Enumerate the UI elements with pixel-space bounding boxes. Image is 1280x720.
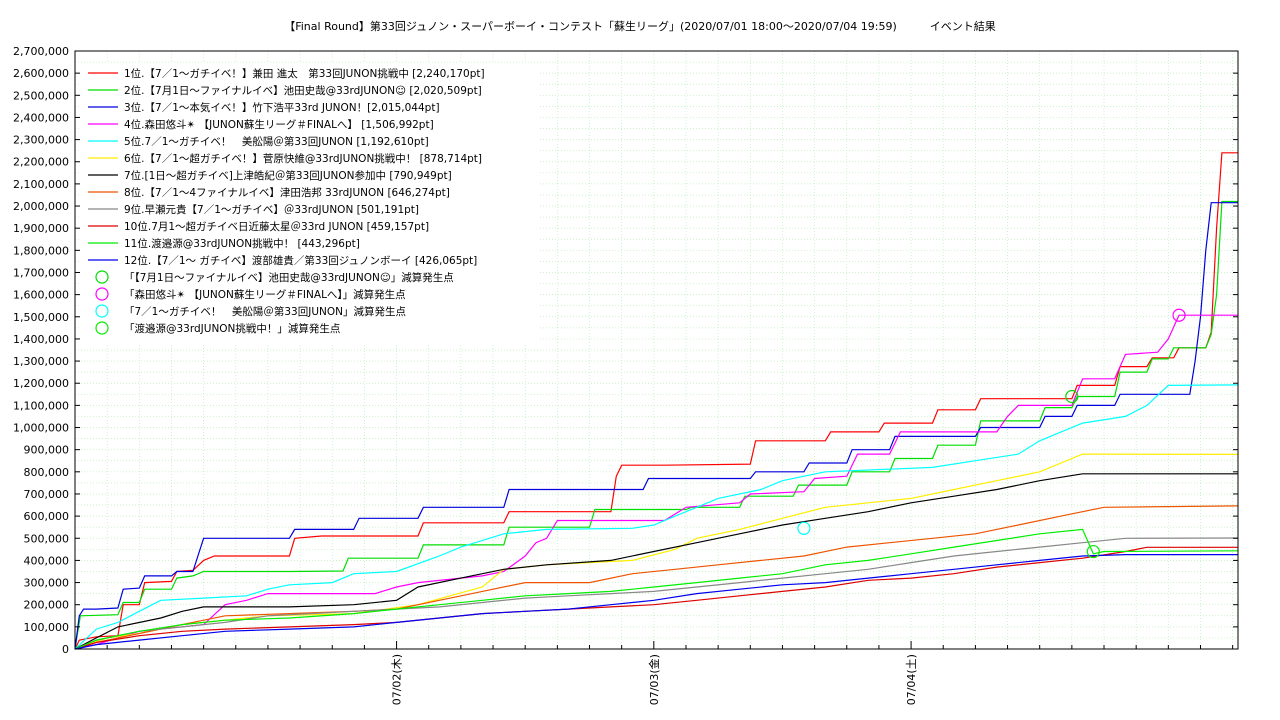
legend-marker-entry-2: 「森田悠斗✴︎ 【JUNON蘇生リーグ＃FINALへ】」減算発生点	[124, 288, 406, 301]
series-lines	[74, 152, 1239, 650]
legend-entry-5: 5位.7／1〜ガチイベ！ 美舩陽＠第33回JUNON [1,192,610pt]	[124, 135, 429, 148]
legend-entry-3: 3位.【7／1〜本気イベ！】竹下浩平33rd JUNON！[2,015,044p…	[124, 101, 440, 114]
series-line-8	[74, 505, 1239, 650]
legend-entry-9: 9位.早瀬元貴【7／1〜ガチイベ】＠33rdJUNON [501,191pt]	[124, 203, 419, 216]
x-tick-label: 07/03(金)	[647, 654, 661, 705]
y-tick-label: 500,000	[24, 532, 70, 545]
legend-entry-1: 1位.【7／1〜ガチイベ！】兼田 進太 第33回JUNON挑戦中 [2,240,…	[124, 67, 485, 80]
reduction-marker-4	[1086, 544, 1100, 559]
legend-marker-swatch	[95, 270, 109, 284]
series-line-1	[74, 152, 1238, 650]
legend-entry-2: 2位.【7月1日〜ファイナルイベ】池田史哉@33rdJUNON☺ [2,020,…	[124, 84, 482, 97]
y-tick-label: 400,000	[24, 554, 70, 567]
y-tick-label: 2,100,000	[13, 178, 69, 191]
legend-box	[80, 63, 540, 345]
y-tick-label: 1,900,000	[13, 222, 69, 235]
legend-entry-12: 12位.【7／1〜 ガチイベ】渡部雄貴／第33回ジュノンボーイ [426,065…	[124, 254, 477, 267]
legend-marker-swatch	[95, 304, 109, 318]
y-tick-label: 600,000	[24, 510, 70, 523]
x-axis: 07/02(木) 07/03(金) 07/04(土)	[74, 641, 1234, 705]
chart-title: 【Final Round】第33回ジュノン・スーパーボーイ・コンテスト「蘇生リー…	[284, 19, 996, 33]
series-line-7	[74, 473, 1238, 650]
y-tick-label: 800,000	[24, 466, 70, 479]
legend-marker-entry-4: 「渡邉源@33rdJUNON挑戦中！」減算発生点	[124, 322, 340, 335]
reduction-marker-2	[1172, 308, 1186, 322]
y-tick-label: 2,000,000	[13, 200, 69, 213]
y-axis: 0 100,000 200,000 300,000 400,000 500,000 600,…	[13, 45, 1238, 656]
series-line-2	[74, 200, 1238, 650]
y-tick-label: 300,000	[24, 577, 70, 590]
series-line-11	[74, 528, 1239, 650]
markers	[797, 308, 1186, 559]
legend-marker-swatch	[95, 321, 109, 335]
series-line-5	[74, 384, 1239, 650]
reduction-marker-1	[1065, 389, 1079, 404]
y-tick-label: 900,000	[24, 444, 70, 457]
legend-marker-entry-1: 「【7月1日〜ファイナルイベ】池田史哉@33rdJUNON☺」減算発生点	[124, 271, 454, 284]
plot-frame	[74, 50, 1239, 650]
y-tick-label: 100,000	[24, 621, 70, 634]
legend-entry-8: 8位.【7／1〜4ファイナルイベ】津田浩邦 33rdJUNON [646,274…	[124, 186, 450, 199]
y-tick-label: 200,000	[24, 599, 70, 612]
y-tick-label: 700,000	[24, 488, 70, 501]
reduction-marker-3	[797, 521, 811, 535]
y-tick-label: 1,700,000	[13, 266, 69, 279]
legend-entry-7: 7位.[1日〜超ガチイベ]上津皓紀＠第33回JUNON参加中 [790,949p…	[124, 169, 452, 182]
y-tick-label: 2,500,000	[13, 89, 69, 102]
series-line-10	[74, 546, 1238, 650]
series-line-12	[74, 554, 1238, 650]
legend-entry-6: 6位.【7／1〜超ガチイベ！】菅原快維@33rdJUNON挑戦中！ [878,7…	[124, 152, 482, 165]
y-tick-label: 2,200,000	[13, 156, 69, 169]
y-tick-label: 2,700,000	[13, 45, 69, 58]
y-tick-label: 0	[62, 643, 69, 656]
y-tick-label: 2,400,000	[13, 111, 69, 124]
legend-marker-entry-3: 「7／1〜ガチイベ！ 美舩陽＠第33回JUNON」減算発生点	[124, 305, 406, 318]
y-tick-label: 1,500,000	[13, 311, 69, 324]
y-tick-label: 1,600,000	[13, 289, 69, 302]
legend-entry-4: 4位.森田悠斗✴︎ 【JUNON蘇生リーグ＃FINALへ】 [1,506,992…	[124, 118, 434, 131]
y-tick-label: 1,400,000	[13, 333, 69, 346]
grid	[74, 50, 1238, 650]
y-tick-label: 1,100,000	[13, 399, 69, 412]
series-line-3	[74, 202, 1238, 650]
x-tick-label: 07/04(土)	[905, 654, 918, 705]
y-tick-label: 2,600,000	[13, 67, 69, 80]
y-tick-label: 1,200,000	[13, 377, 69, 390]
legend-entry-10: 10位.7月1〜超ガチイベ日近藤太星＠33rd JUNON [459,157pt…	[124, 220, 429, 233]
legend-entry-11: 11位.渡邉源@33rdJUNON挑戦中！ [443,296pt]	[124, 237, 360, 250]
y-tick-label: 2,300,000	[13, 134, 69, 147]
y-tick-label: 1,300,000	[13, 355, 69, 368]
series-line-4	[74, 314, 1238, 650]
legend: 1位.【7／1〜ガチイベ！】兼田 進太 第33回JUNON挑戦中 [2,240,…	[80, 63, 540, 345]
x-tick-label: 07/02(木)	[391, 654, 404, 705]
y-tick-label: 1,800,000	[13, 244, 69, 257]
legend-marker-swatch	[95, 287, 109, 301]
y-tick-label: 1,000,000	[13, 422, 69, 435]
